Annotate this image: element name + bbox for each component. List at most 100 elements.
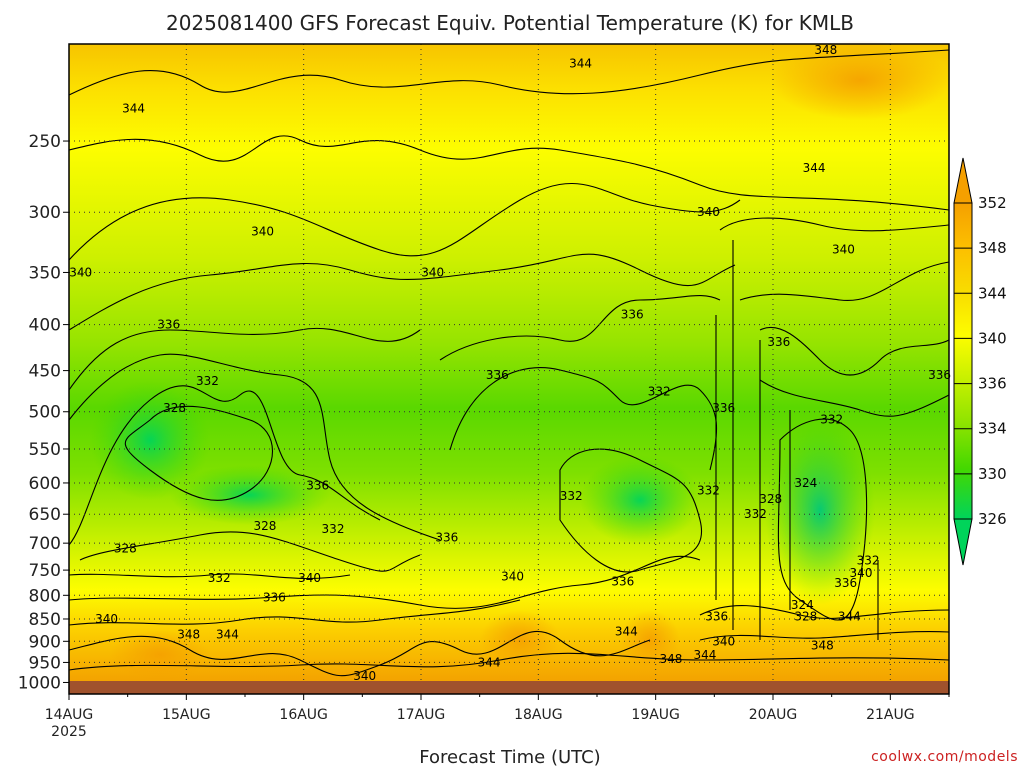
contour-label: 328 bbox=[794, 610, 817, 624]
high-theta-region bbox=[110, 630, 210, 680]
contour-label: 332 bbox=[560, 489, 583, 503]
x-tick-label: 18AUG bbox=[514, 707, 563, 723]
x-axis-label: Forecast Time (UTC) bbox=[419, 747, 600, 768]
contour-label: 340 bbox=[697, 205, 720, 219]
contour-label: 348 bbox=[814, 43, 837, 57]
contour-label: 340 bbox=[69, 265, 92, 279]
contour-label: 336 bbox=[621, 308, 644, 322]
contour-label: 332 bbox=[648, 385, 671, 399]
colorbar-label: 334 bbox=[978, 420, 1007, 438]
x-tick-label: 14AUG bbox=[45, 707, 94, 723]
y-tick-label: 850 bbox=[29, 610, 61, 630]
contour-line bbox=[739, 261, 950, 302]
contour-label: 336 bbox=[263, 591, 286, 605]
y-tick-label: 1000 bbox=[18, 673, 61, 693]
contour-line bbox=[68, 327, 421, 391]
y-tick-label: 400 bbox=[29, 316, 61, 336]
low-theta-region bbox=[90, 380, 210, 500]
contour-line bbox=[68, 49, 950, 96]
low-theta-region bbox=[170, 465, 330, 525]
contour-line bbox=[68, 555, 701, 609]
x-tick-label: 20AUG bbox=[749, 707, 798, 723]
contour-label: 344 bbox=[803, 161, 826, 175]
colorbar-min-arrow bbox=[953, 518, 973, 566]
contour-label: 336 bbox=[705, 610, 728, 624]
contour-label: 332 bbox=[820, 412, 843, 426]
contour-label: 344 bbox=[478, 655, 501, 669]
contour-label: 328 bbox=[163, 401, 186, 415]
chart-title: 2025081400 GFS Forecast Equiv. Potential… bbox=[166, 11, 854, 35]
y-tick-label: 600 bbox=[29, 474, 61, 494]
x-axis: 14AUG 15AUG 16AUG 17AUG 18AUG 19AUG 20AUG 21AUG bbox=[45, 694, 950, 723]
contour-line bbox=[68, 135, 950, 211]
y-tick-label: 700 bbox=[29, 534, 61, 554]
contour-label: 332 bbox=[208, 571, 231, 585]
contour-label: 344 bbox=[569, 57, 592, 71]
x-tick-label: 19AUG bbox=[631, 707, 680, 723]
gridlines bbox=[69, 44, 949, 694]
contour-label: 348 bbox=[811, 639, 834, 653]
low-theta-region bbox=[765, 415, 875, 605]
contour-label: 340 bbox=[832, 242, 855, 256]
x-tick-label: 21AUG bbox=[866, 707, 915, 723]
y-tick-label: 550 bbox=[29, 440, 61, 460]
contour-label: 340 bbox=[251, 224, 274, 238]
y-tick-label: 900 bbox=[29, 632, 61, 652]
credit-link[interactable]: coolwx.com/models bbox=[871, 749, 1018, 765]
colorbar-labels: 352 348 344 340 336 334 330 326 bbox=[954, 194, 1007, 528]
contour-label: 336 bbox=[928, 368, 951, 382]
contour-line bbox=[68, 599, 521, 626]
contour-label: 336 bbox=[834, 576, 857, 590]
colorbar-label: 326 bbox=[978, 510, 1007, 528]
contour-label: 336 bbox=[712, 401, 735, 415]
contour-line bbox=[699, 631, 950, 641]
plot-frame bbox=[68, 43, 950, 695]
contour-line bbox=[719, 217, 950, 232]
contour-line bbox=[777, 418, 868, 621]
x-tick-label: 17AUG bbox=[397, 707, 446, 723]
contour-label: 340 bbox=[501, 569, 524, 583]
contour-label: 340 bbox=[421, 265, 444, 279]
contour-label: 344 bbox=[216, 628, 239, 642]
x-tick-label: 16AUG bbox=[279, 707, 328, 723]
contour-label: 336 bbox=[157, 318, 180, 332]
contour-line bbox=[68, 353, 441, 541]
x-year-label: 2025 bbox=[51, 724, 87, 740]
y-tick-label: 450 bbox=[29, 362, 61, 382]
contour-label: 328 bbox=[114, 542, 137, 556]
contour-label: 332 bbox=[697, 484, 720, 498]
y-tick-label: 500 bbox=[29, 403, 61, 423]
contour-label: 340 bbox=[353, 669, 376, 683]
colorbar: 352 348 344 340 336 334 330 326 bbox=[953, 157, 1007, 566]
contour-line bbox=[68, 652, 950, 671]
y-tick-label: 650 bbox=[29, 505, 61, 525]
contour-label: 344 bbox=[122, 101, 145, 115]
colorbar-body bbox=[953, 202, 973, 520]
contour-label: 336 bbox=[767, 335, 790, 349]
colorbar-label: 348 bbox=[978, 239, 1007, 257]
colorbar-label: 330 bbox=[978, 465, 1007, 483]
contour-label: 336 bbox=[435, 531, 458, 545]
colorbar-label: 336 bbox=[978, 375, 1007, 393]
contour-line bbox=[68, 183, 741, 261]
ground-bar bbox=[69, 681, 949, 694]
contour-label: 324 bbox=[794, 476, 817, 490]
x-tick-label: 15AUG bbox=[162, 707, 211, 723]
low-theta-region bbox=[580, 455, 700, 545]
contour-label: 340 bbox=[298, 571, 321, 585]
y-tick-label: 750 bbox=[29, 561, 61, 581]
contour-label: 336 bbox=[611, 574, 634, 588]
y-tick-label: 800 bbox=[29, 586, 61, 606]
contour-label: 340 bbox=[712, 634, 735, 648]
contour-line bbox=[79, 531, 421, 572]
y-tick-label: 350 bbox=[29, 263, 61, 283]
contour-label: 332 bbox=[857, 554, 880, 568]
contour-label: 328 bbox=[759, 492, 782, 506]
contour-label: 348 bbox=[177, 628, 200, 642]
y-axis: 2503003504004505005506006507007508008509… bbox=[18, 132, 69, 693]
contour-label: 340 bbox=[850, 566, 873, 580]
contour-line bbox=[68, 253, 736, 331]
contour-line bbox=[759, 326, 950, 376]
